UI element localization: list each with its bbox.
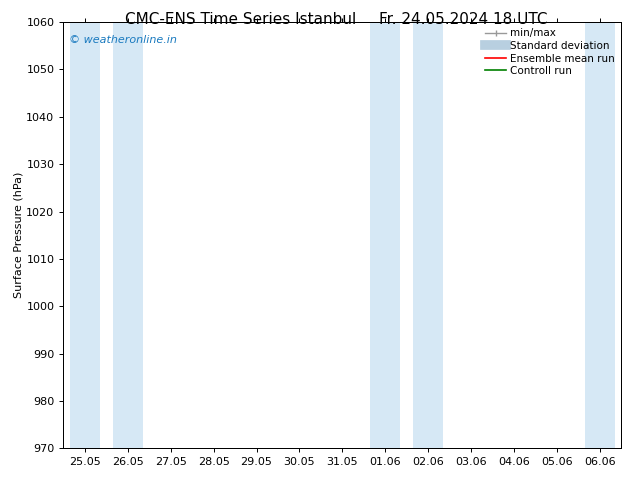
Bar: [113, 22, 143, 448]
Text: © weatheronline.in: © weatheronline.in: [69, 35, 177, 45]
Bar: [413, 22, 443, 448]
Bar: [70, 22, 100, 448]
Legend: min/max, Standard deviation, Ensemble mean run, Controll run: min/max, Standard deviation, Ensemble me…: [481, 24, 619, 80]
Text: CMC-ENS Time Series Istanbul: CMC-ENS Time Series Istanbul: [126, 12, 356, 27]
Bar: [585, 22, 615, 448]
Bar: [370, 22, 400, 448]
Y-axis label: Surface Pressure (hPa): Surface Pressure (hPa): [13, 172, 23, 298]
Text: Fr. 24.05.2024 18 UTC: Fr. 24.05.2024 18 UTC: [378, 12, 547, 27]
